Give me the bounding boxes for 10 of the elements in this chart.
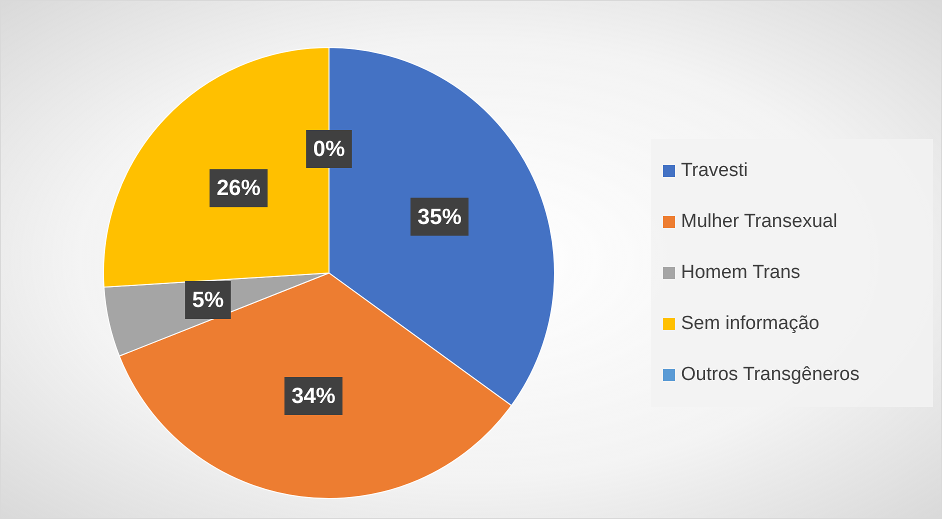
text: 0% [313, 136, 345, 162]
legend-label: Outros Transgêneros [681, 364, 860, 386]
legend-label: Travesti [681, 160, 748, 182]
legend-label: Mulher Transexual [681, 210, 838, 233]
legend-label: Sem informação [681, 313, 820, 336]
data-label: 35% [417, 204, 462, 229]
data-label: 26% [216, 175, 261, 200]
legend-label: Homem Trans [681, 262, 800, 284]
data-label: 34% [291, 383, 336, 408]
data-label: 5% [192, 287, 224, 312]
